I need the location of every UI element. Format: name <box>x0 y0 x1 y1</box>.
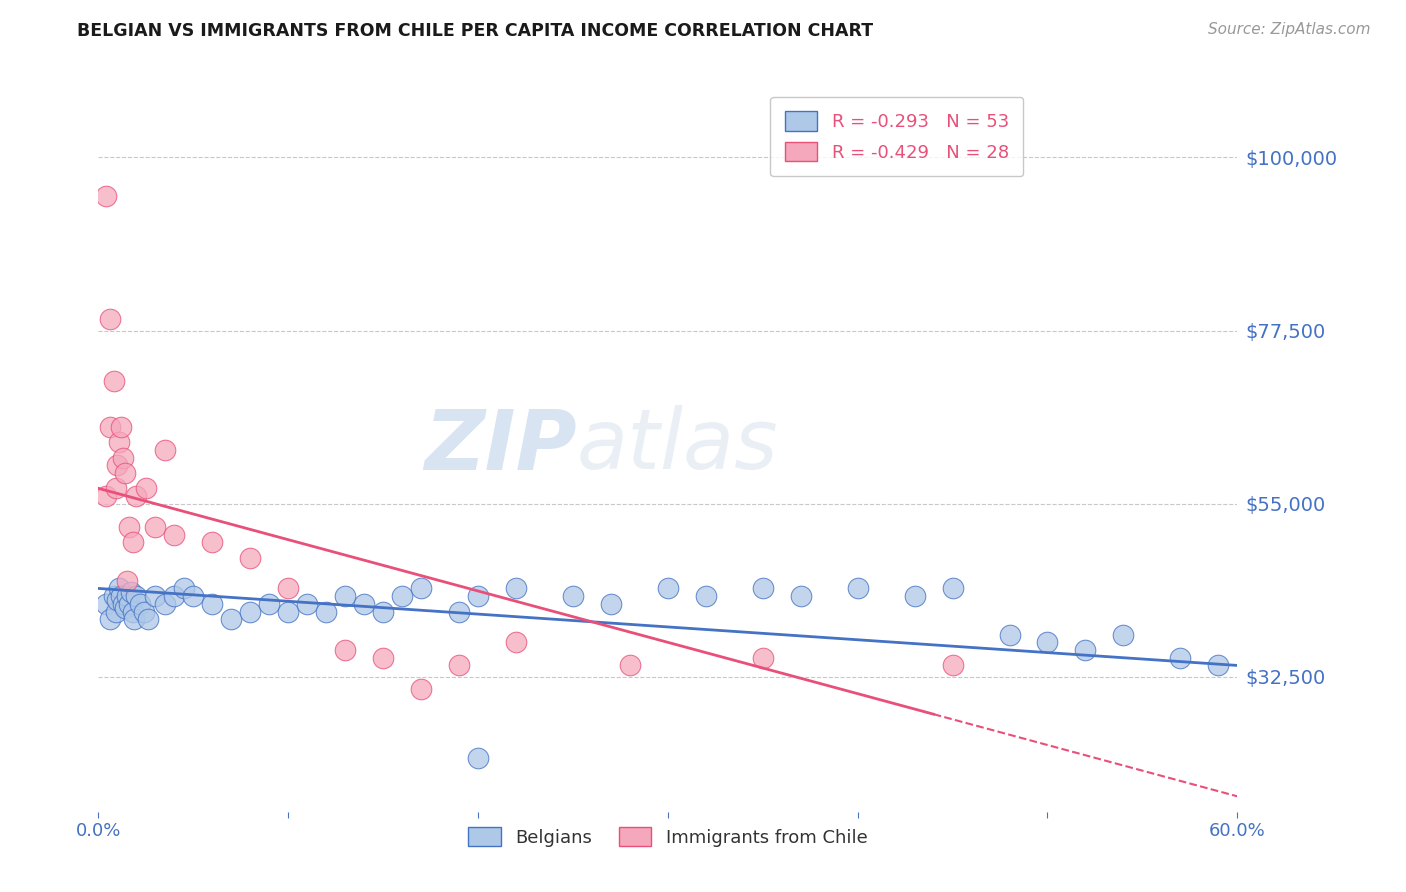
Point <box>108 582 131 596</box>
Point <box>98 312 121 326</box>
Point <box>411 582 433 596</box>
Point <box>94 597 117 611</box>
Point <box>121 535 143 549</box>
Point <box>107 458 129 473</box>
Point <box>112 450 135 465</box>
Point <box>335 643 357 657</box>
Point <box>163 527 186 541</box>
Point <box>94 188 117 202</box>
Point <box>449 658 471 673</box>
Point <box>1112 627 1135 641</box>
Point <box>371 605 394 619</box>
Point <box>94 489 117 503</box>
Point <box>125 589 148 603</box>
Point <box>115 574 138 588</box>
Point <box>1036 635 1059 649</box>
Point <box>145 589 167 603</box>
Point <box>163 589 186 603</box>
Point <box>124 612 146 626</box>
Point <box>335 589 357 603</box>
Point <box>449 605 471 619</box>
Point <box>277 582 299 596</box>
Point <box>1074 643 1097 657</box>
Point <box>277 605 299 619</box>
Point <box>1208 658 1230 673</box>
Point <box>846 582 869 596</box>
Point <box>183 589 205 603</box>
Point <box>121 605 143 619</box>
Point <box>619 658 641 673</box>
Point <box>201 597 224 611</box>
Point <box>114 466 136 480</box>
Point <box>132 605 155 619</box>
Text: ZIP: ZIP <box>425 406 576 486</box>
Point <box>136 612 159 626</box>
Point <box>371 650 394 665</box>
Point <box>107 593 129 607</box>
Point <box>505 582 527 596</box>
Point <box>790 589 813 603</box>
Point <box>239 605 262 619</box>
Point <box>695 589 717 603</box>
Point <box>118 597 141 611</box>
Text: Source: ZipAtlas.com: Source: ZipAtlas.com <box>1208 22 1371 37</box>
Point <box>112 597 135 611</box>
Point <box>103 589 125 603</box>
Point <box>201 535 224 549</box>
Point <box>129 597 152 611</box>
Point <box>998 627 1021 641</box>
Point <box>104 481 127 495</box>
Point <box>110 589 132 603</box>
Legend: Belgians, Immigrants from Chile: Belgians, Immigrants from Chile <box>461 820 875 854</box>
Point <box>120 585 142 599</box>
Point <box>115 589 138 603</box>
Point <box>114 600 136 615</box>
Point <box>173 582 195 596</box>
Point <box>411 681 433 696</box>
Point <box>904 589 927 603</box>
Point <box>98 419 121 434</box>
Point <box>153 442 176 457</box>
Point <box>752 582 775 596</box>
Point <box>104 605 127 619</box>
Point <box>125 489 148 503</box>
Point <box>110 419 132 434</box>
Point <box>353 597 375 611</box>
Point <box>118 520 141 534</box>
Point <box>135 481 157 495</box>
Point <box>145 520 167 534</box>
Point <box>657 582 679 596</box>
Point <box>752 650 775 665</box>
Point <box>505 635 527 649</box>
Point <box>221 612 243 626</box>
Point <box>467 751 489 765</box>
Point <box>297 597 319 611</box>
Point <box>942 582 965 596</box>
Point <box>1170 650 1192 665</box>
Point <box>153 597 176 611</box>
Point <box>108 435 131 450</box>
Point <box>600 597 623 611</box>
Point <box>315 605 337 619</box>
Point <box>103 374 125 388</box>
Point <box>562 589 585 603</box>
Point <box>239 550 262 565</box>
Point <box>942 658 965 673</box>
Point <box>391 589 413 603</box>
Point <box>467 589 489 603</box>
Point <box>259 597 281 611</box>
Text: atlas: atlas <box>576 406 779 486</box>
Text: BELGIAN VS IMMIGRANTS FROM CHILE PER CAPITA INCOME CORRELATION CHART: BELGIAN VS IMMIGRANTS FROM CHILE PER CAP… <box>77 22 873 40</box>
Point <box>98 612 121 626</box>
